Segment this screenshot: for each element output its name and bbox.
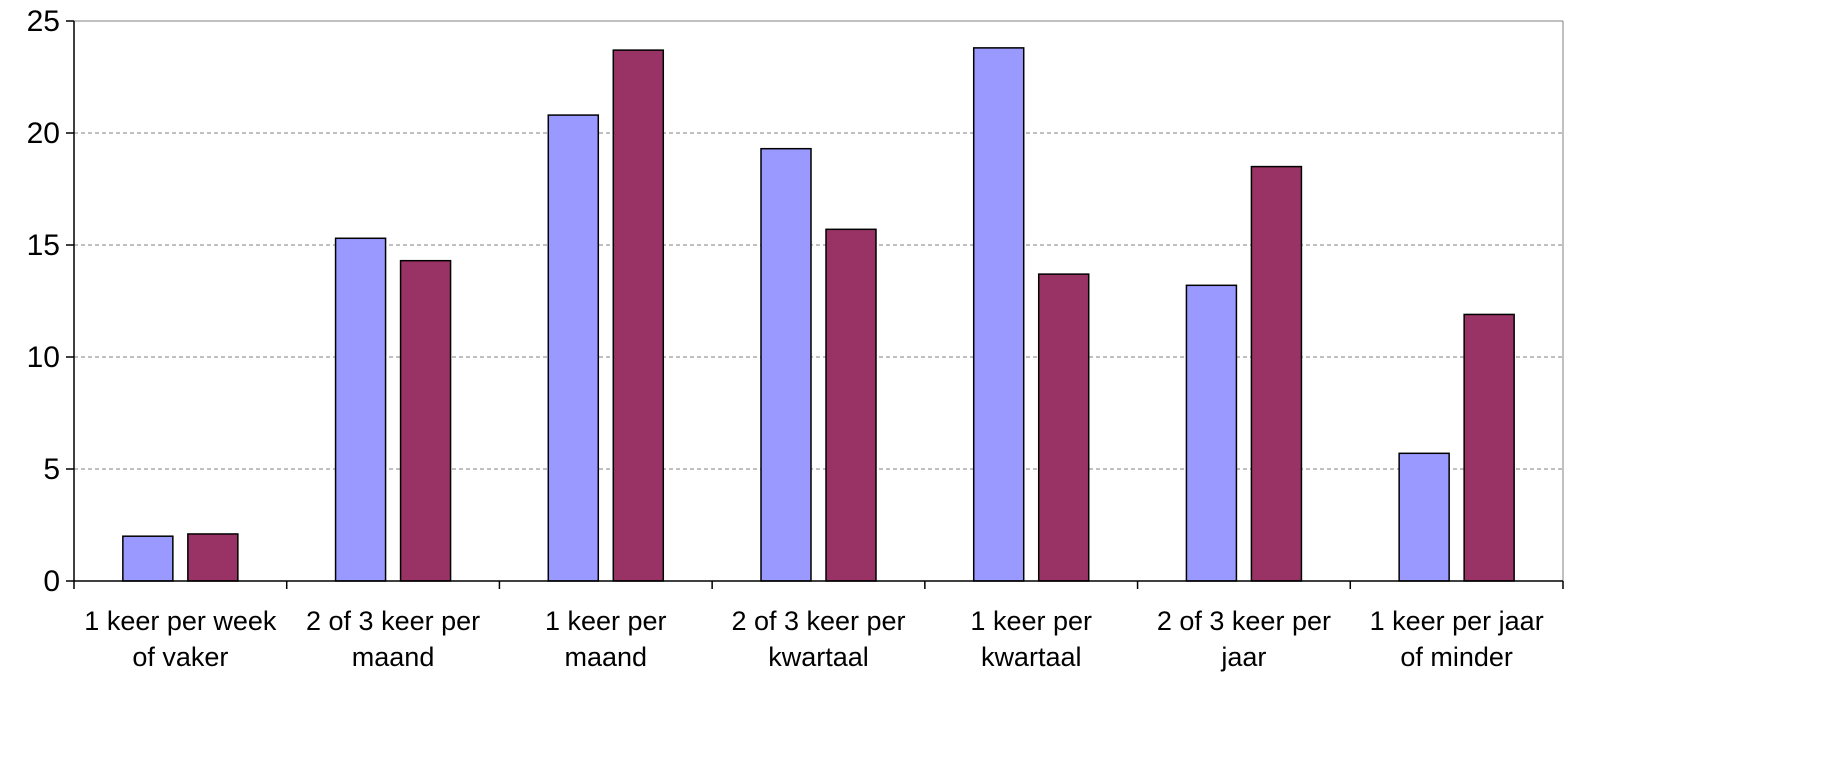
bar-series1-cat4 [760,147,812,582]
y-axis-tick-labels: 0 5 10 15 20 25 [27,5,60,598]
x-category-label-line: of minder [1400,642,1513,672]
x-category-label: 2 of 3 keer per jaar [1157,606,1331,672]
x-category-label-line: 2 of 3 keer per [306,606,480,636]
x-category-label-line: 2 of 3 keer per [731,606,905,636]
x-category-label-line: 1 keer per week [84,606,277,636]
x-category-label: 2 of 3 keer per maand [306,606,480,672]
x-category-label-line: 1 keer per jaar [1370,606,1544,636]
x-category-label-line: kwartaal [768,642,869,672]
x-axis-category-labels: 1 keer per week of vaker 2 of 3 keer per ma… [84,606,1543,672]
gridlines [74,20,1564,581]
bar-series2-cat2 [399,259,452,582]
x-category-label-line: 1 keer per [545,606,667,636]
y-tick-label: 0 [43,565,60,598]
bar-series2-cat7 [1463,313,1515,582]
y-tick-label: 20 [27,117,60,150]
x-category-label-line: kwartaal [981,642,1082,672]
x-category-label: 2 of 3 keer per kwartaal [731,606,905,672]
x-category-label-line: 2 of 3 keer per [1157,606,1331,636]
x-category-label-line: jaar [1220,642,1266,672]
bar-series1-cat5 [972,47,1025,582]
axes [66,20,1564,589]
x-category-label-line: maand [352,642,435,672]
bar-series2-cat5 [1037,273,1090,582]
y-tick-label: 10 [27,341,60,374]
x-category-label: 1 keer per jaar of minder [1370,606,1544,672]
bar-series1-cat7 [1398,452,1450,582]
bar-series2-cat1 [187,533,239,582]
bar-series2-cat6 [1250,165,1303,582]
y-tick-label: 25 [27,5,60,38]
x-category-label: 1 keer per kwartaal [970,606,1092,672]
y-tick-label: 15 [27,229,60,262]
x-category-label: 1 keer per maand [545,606,667,672]
bar-series1-cat6 [1185,284,1238,582]
y-tick-label: 5 [43,453,60,486]
bar-series1-cat3 [547,114,600,582]
x-category-label-line: maand [565,642,648,672]
x-category-label: 1 keer per week of vaker [84,606,277,672]
bars [122,47,1515,582]
bar-series2-cat4 [825,228,877,582]
bar-series1-cat1 [122,535,174,582]
bar-series1-cat2 [334,237,387,582]
x-category-label-line: 1 keer per [970,606,1092,636]
x-category-label-line: of vaker [132,642,228,672]
bar-series2-cat3 [612,49,665,582]
